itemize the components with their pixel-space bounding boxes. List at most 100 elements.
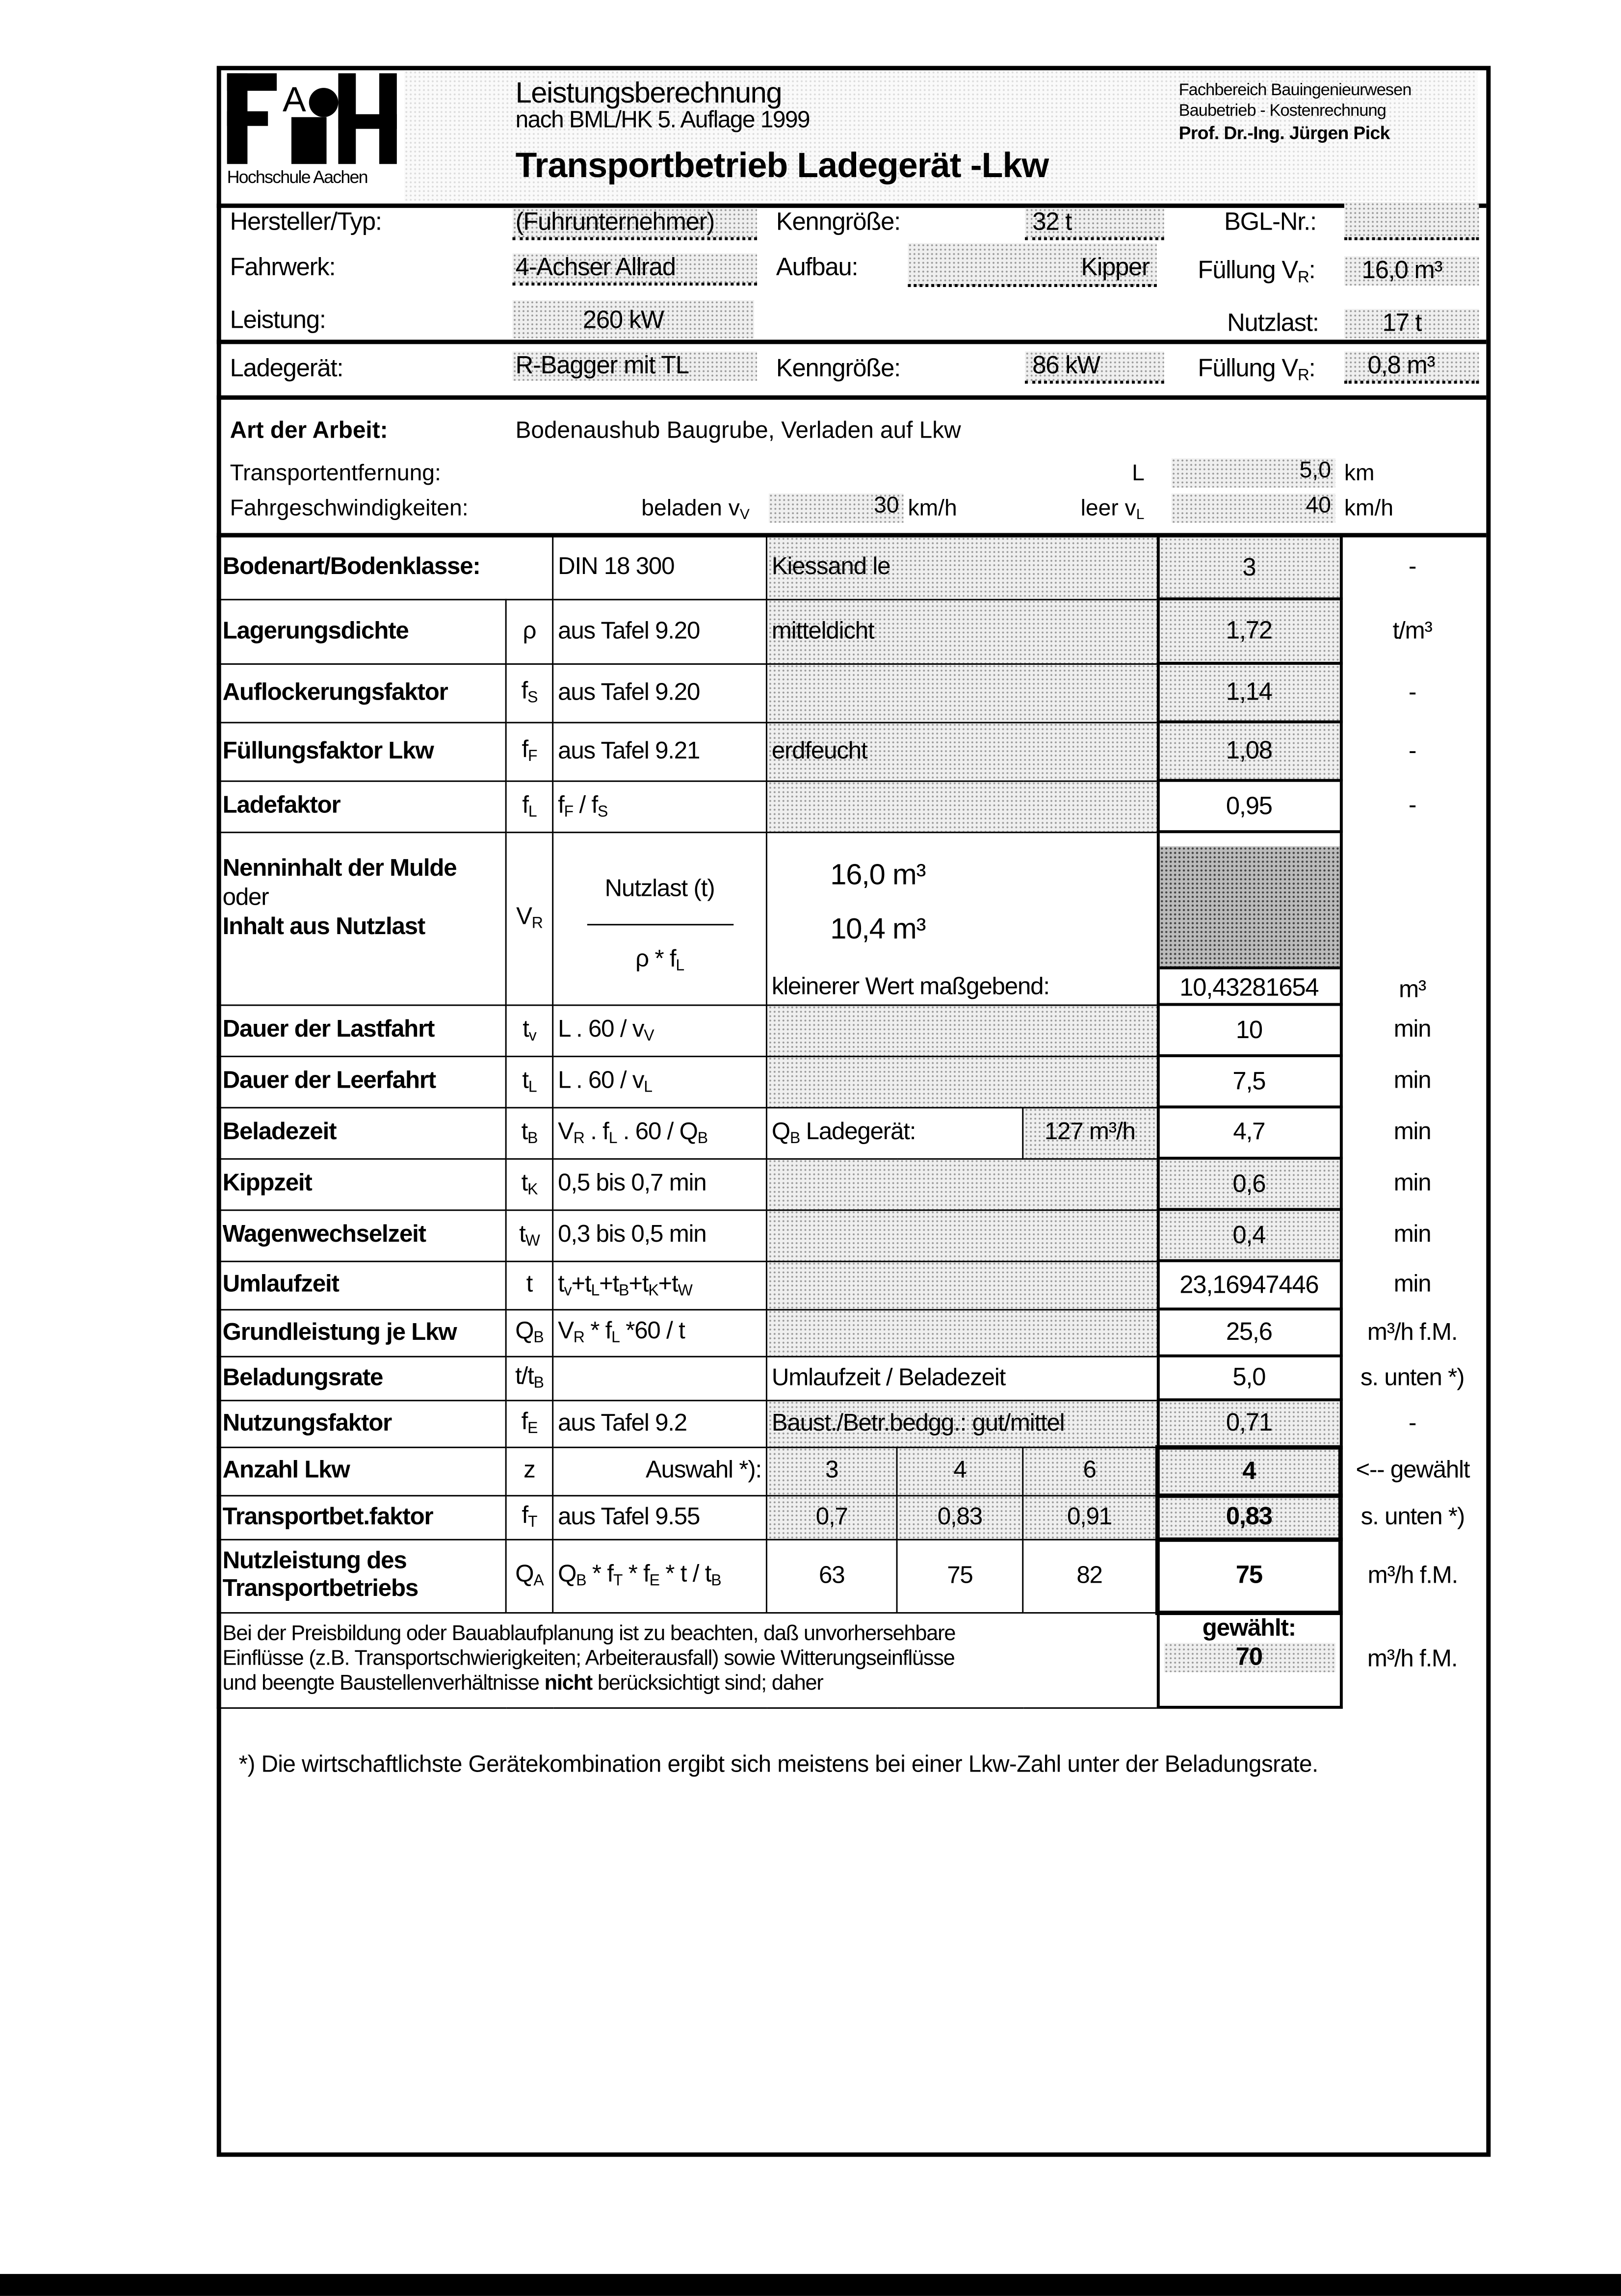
note: Umlaufzeit / Beladezeit xyxy=(765,1355,1158,1401)
selected-value[interactable]: 75 xyxy=(1155,1537,1343,1615)
note[interactable]: Baust./Betr.bedgg.: gut/mittel xyxy=(765,1399,1158,1448)
ladegeraet-fuellung-field[interactable]: 0,8 m³ xyxy=(1344,351,1479,384)
formula-text: ρ xyxy=(523,617,537,644)
row-label: Anzahl Lkw xyxy=(216,1446,507,1496)
loader-output-field[interactable]: 127 m³/h xyxy=(1022,1106,1158,1159)
entfernung-field[interactable]: 5,0 xyxy=(1171,458,1335,488)
lkw-option[interactable]: 6 xyxy=(1022,1446,1158,1496)
formula-text: 0,3 bis 0,5 min xyxy=(558,1221,707,1248)
chosen-value-cell: gewählt: 70 xyxy=(1156,1611,1342,1709)
formula-text: Auswahl *): xyxy=(646,1457,762,1484)
note[interactable] xyxy=(765,1003,1158,1057)
selected-value[interactable]: 4 xyxy=(1155,1444,1343,1497)
leer-field[interactable]: 40 xyxy=(1171,493,1335,523)
unit: m³/h f.M. xyxy=(1339,1309,1483,1356)
value-cell[interactable]: 1,08 xyxy=(1156,720,1342,782)
value-cell: 4,7 xyxy=(1156,1105,1342,1160)
value-cell[interactable]: 1,72 xyxy=(1156,597,1342,665)
row-label: Grundleistung je Lkw xyxy=(216,1308,507,1357)
note[interactable]: mitteldicht xyxy=(765,598,1158,664)
unit: min xyxy=(1339,1209,1483,1261)
fahrwerk-field[interactable]: 4-Achser Allrad xyxy=(512,253,758,286)
lkw-option[interactable]: 0,91 xyxy=(1022,1494,1158,1540)
lkw-option[interactable]: 82 xyxy=(1022,1538,1158,1613)
note[interactable] xyxy=(765,1260,1158,1310)
department-unit: Baubetrieb - Kostenrechnung xyxy=(1178,102,1386,120)
disclaimer-line: und beengte Baustellenverhältnisse nicht… xyxy=(223,1672,1152,1697)
bgl-label: BGL-Nr.: xyxy=(1224,208,1317,236)
chosen-value[interactable]: 70 xyxy=(1163,1642,1335,1671)
ladegeraet-field[interactable]: R-Bagger mit TL xyxy=(512,351,758,381)
symbol: ρ xyxy=(505,598,554,664)
note[interactable] xyxy=(765,1157,1158,1210)
divider xyxy=(216,533,1487,538)
note[interactable] xyxy=(765,1208,1158,1262)
table-row: Nenninhalt der Mulde oder Inhalt aus Nutzl… xyxy=(216,830,1483,1006)
lkw-option[interactable]: 3 xyxy=(765,1446,898,1496)
value-cell[interactable]: 1,14 xyxy=(1156,662,1342,724)
kenngroesse-label: Kenngröße: xyxy=(776,208,901,236)
hersteller-field[interactable]: (Fuhrunternehmer) xyxy=(512,208,758,240)
note: QB Ladegerät: xyxy=(765,1106,1024,1159)
note[interactable]: erdfeucht xyxy=(765,721,1158,782)
lkw-option[interactable]: 0,83 xyxy=(896,1494,1024,1540)
smaller-value-note: kleinerer Wert maßgebend: xyxy=(771,973,1050,999)
calculated-value: 10,43281654 xyxy=(1179,973,1319,1002)
formula-text: +t xyxy=(628,1270,649,1297)
value-cell[interactable]: 0,6 xyxy=(1156,1156,1342,1211)
kenngroesse-field[interactable]: 32 t xyxy=(1025,208,1164,240)
symbol: tL xyxy=(505,1055,554,1108)
selected-value[interactable]: 0,83 xyxy=(1155,1492,1343,1541)
formula: fF / fS xyxy=(552,780,767,833)
symbol: tW xyxy=(505,1208,554,1262)
lkw-option[interactable]: 0,7 xyxy=(765,1494,898,1540)
beladen-field[interactable]: 30 xyxy=(768,493,904,523)
formula-text: * f xyxy=(622,1561,650,1588)
aufbau-field[interactable]: Kipper xyxy=(908,243,1157,287)
fuellung-field[interactable]: 16,0 m³ xyxy=(1344,256,1479,286)
table-row: Umlaufzeit t tv+tL+tB+tK+tW 23,16947446 min xyxy=(216,1259,1483,1311)
lkw-option[interactable]: 75 xyxy=(896,1538,1024,1613)
calculation-table: Bodenart/Bodenklasse: DIN 18 300 Kiessand … xyxy=(216,534,1483,1709)
row-label: Transportbet.faktor xyxy=(216,1494,507,1540)
formula-text: Ladegerät: xyxy=(800,1118,916,1145)
table-row: Transportbet.faktor fT aus Tafel 9.55 0,7 0,… xyxy=(216,1492,1483,1541)
formula-subscript: E xyxy=(527,1420,538,1438)
formula-text: f xyxy=(522,736,528,763)
value-cell[interactable]: 0,4 xyxy=(1156,1208,1342,1262)
leistung-field[interactable]: 260 kW xyxy=(512,300,755,339)
row-label: Nutzungsfaktor xyxy=(216,1399,507,1448)
note[interactable] xyxy=(765,1055,1158,1108)
fraction-formula: Nutzlast (t) ρ * fL xyxy=(552,831,767,1005)
table-row: Bodenart/Bodenklasse: DIN 18 300 Kiessand … xyxy=(216,534,1483,600)
symbol: fF xyxy=(505,721,554,782)
nutzlast-field[interactable]: 17 t xyxy=(1344,309,1479,339)
formula: VR * fL *60 / t xyxy=(552,1308,767,1357)
formula-subscript: v xyxy=(564,1281,572,1300)
formula-text: / f xyxy=(573,791,598,818)
value-cell[interactable]: 3 xyxy=(1156,534,1342,600)
fuellung-sub: R xyxy=(1298,269,1309,287)
beladen-unit: km/h xyxy=(908,496,957,522)
ladegeraet-kenngroesse-field[interactable]: 86 kW xyxy=(1025,351,1164,384)
lkw-option[interactable]: 4 xyxy=(896,1446,1024,1496)
formula-text: Q xyxy=(515,1561,534,1588)
header-background xyxy=(404,70,1478,201)
bgl-field[interactable] xyxy=(1344,202,1479,240)
lkw-option[interactable]: 63 xyxy=(765,1538,898,1613)
symbol: QB xyxy=(505,1308,554,1357)
note[interactable] xyxy=(765,662,1158,723)
symbol: VR xyxy=(505,831,554,1005)
value-cell[interactable]: 0,71 xyxy=(1156,1398,1342,1448)
unit: s. unten *) xyxy=(1339,1356,1483,1400)
art-value[interactable]: Bodenaushub Baugrube, Verladen auf Lkw xyxy=(515,418,961,444)
note[interactable]: Kiessand le xyxy=(765,535,1158,600)
row-label: Nutzleistung des Transportbetriebs xyxy=(216,1538,507,1613)
note[interactable] xyxy=(765,1308,1158,1357)
note[interactable] xyxy=(765,780,1158,833)
professor: Prof. Dr.-Ing. Jürgen Pick xyxy=(1178,123,1390,144)
formula-subscript: R xyxy=(573,1329,585,1347)
formula-text: L . 60 / v xyxy=(558,1067,644,1094)
formula-subscript: B xyxy=(576,1572,586,1590)
table-row: Dauer der Leerfahrt tL L . 60 / vL 7,5 min xyxy=(216,1054,1483,1109)
